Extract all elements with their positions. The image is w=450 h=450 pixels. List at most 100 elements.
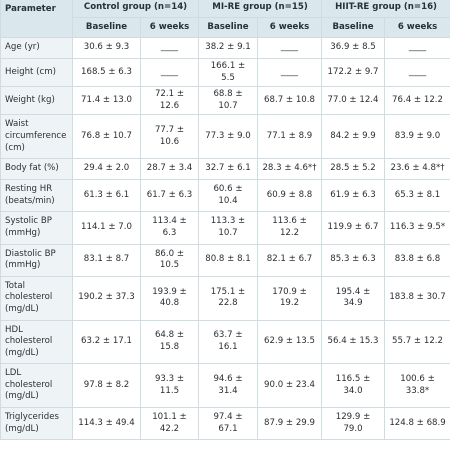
table-cell: 129.9 ± 79.0	[321, 407, 386, 441]
subcolumn-header: 6 weeks	[384, 17, 450, 38]
table-cell: 113.3 ± 10.7	[198, 211, 258, 245]
row-label: LDL cholesterol (mg/dL)	[0, 363, 73, 409]
table-cell: 61.3 ± 6.1	[72, 179, 141, 213]
row-label: HDL cholesterol (mg/dL)	[0, 319, 73, 365]
table-cell: 77.0 ± 12.4	[321, 86, 386, 116]
table-row: Age (yr) 30.6 ± 9.3 ____ 38.2 ± 9.1 ____ 36.9…	[0, 37, 450, 59]
row-label: Resting HR (beats/min)	[0, 179, 73, 213]
table-cell: 36.9 ± 8.5	[321, 37, 386, 59]
table-cell: 166.1 ± 5.5	[198, 57, 258, 88]
table-row: Height (cm) 168.5 ± 6.3 ____ 166.1 ± 5.5 ___…	[0, 57, 450, 88]
table-cell: 175.1 ± 22.8	[198, 275, 258, 321]
table-cell: 77.1 ± 8.9	[256, 114, 323, 160]
table-cell: 113.4 ± 6.3	[140, 211, 199, 245]
table-cell: 119.9 ± 6.7	[321, 211, 386, 245]
table-cell: 65.3 ± 8.1	[384, 179, 450, 213]
table-cell: 29.4 ± 2.0	[72, 158, 141, 181]
table-cell: 84.2 ± 9.9	[321, 114, 386, 160]
table-cell: 83.8 ± 6.8	[384, 243, 450, 277]
table-cell: 195.4 ± 34.9	[321, 275, 386, 321]
table-cell: 28.7 ± 3.4	[140, 158, 199, 181]
subcolumn-header: Baseline	[198, 17, 258, 38]
table-cell: 94.6 ± 31.4	[198, 363, 258, 409]
table-cell: 60.9 ± 8.8	[256, 179, 323, 213]
group-header: MI-RE group (n=15)	[197, 0, 323, 18]
table-cell: 71.4 ± 13.0	[72, 86, 141, 116]
table-row: Body fat (%) 29.4 ± 2.0 28.7 ± 3.4 32.7 ± 6…	[0, 158, 450, 181]
table-cell: 55.7 ± 12.2	[384, 319, 450, 365]
table-row: Total cholesterol (mg/dL) 190.2 ± 37.3 193…	[0, 275, 450, 321]
table-row: HDL cholesterol (mg/dL) 63.2 ± 17.1 64.8 ±…	[0, 319, 450, 365]
subcolumn-header: Baseline	[321, 17, 386, 38]
table-row: Diastolic BP (mmHg) 83.1 ± 8.7 86.0 ± 10.5…	[0, 243, 450, 277]
table-row: Weight (kg) 71.4 ± 13.0 72.1 ± 12.6 68.8 ± …	[0, 86, 450, 116]
table-cell: 100.6 ± 33.8*	[384, 363, 450, 409]
group-header: Control group (n=14)	[72, 0, 199, 18]
table-cell: 64.8 ± 15.8	[140, 319, 199, 365]
row-label: Total cholesterol (mg/dL)	[0, 275, 73, 321]
table-cell: ____	[256, 57, 323, 88]
table-cell: 97.4 ± 67.1	[198, 407, 258, 441]
row-label: Height (cm)	[0, 57, 73, 88]
table-cell: 63.7 ± 16.1	[198, 319, 258, 365]
table-cell: 32.7 ± 6.1	[198, 158, 258, 181]
subcolumn-header: 6 weeks	[140, 17, 199, 38]
table-cell: 68.8 ± 10.7	[198, 86, 258, 116]
table-cell: 114.1 ± 7.0	[72, 211, 141, 245]
table-cell: 62.9 ± 13.5	[256, 319, 323, 365]
row-label: Waist circumference (cm)	[0, 114, 73, 160]
table-header: Parameter Control group (n=14) MI-RE grou…	[0, 0, 450, 38]
table-cell: 68.7 ± 10.8	[256, 86, 323, 116]
table-cell: ____	[384, 37, 450, 59]
table-cell: 101.1 ± 42.2	[140, 407, 199, 441]
table-cell: 30.6 ± 9.3	[72, 37, 141, 59]
table-cell: 116.3 ± 9.5*	[384, 211, 450, 245]
table-row: LDL cholesterol (mg/dL) 97.8 ± 8.2 93.3 ± …	[0, 363, 450, 409]
table-cell: 76.8 ± 10.7	[72, 114, 141, 160]
table-cell: 97.8 ± 8.2	[72, 363, 141, 409]
table-cell: 38.2 ± 9.1	[198, 37, 258, 59]
table-cell: ____	[140, 57, 199, 88]
table-cell: 77.3 ± 9.0	[198, 114, 258, 160]
table-cell: 28.5 ± 5.2	[321, 158, 386, 181]
table-cell: ____	[384, 57, 450, 88]
subcolumn-header: Baseline	[72, 17, 141, 38]
table-cell: 72.1 ± 12.6	[140, 86, 199, 116]
table-row: Systolic BP (mmHg) 114.1 ± 7.0 113.4 ± 6.3…	[0, 211, 450, 245]
row-label: Diastolic BP (mmHg)	[0, 243, 73, 277]
subcolumn-header: 6 weeks	[256, 17, 323, 38]
table-cell: 23.6 ± 4.8*†	[384, 158, 450, 181]
table-cell: 86.0 ± 10.5	[140, 243, 199, 277]
table-cell: 116.5 ± 34.0	[321, 363, 386, 409]
table-cell: 124.8 ± 68.9	[384, 407, 450, 441]
row-label: Body fat (%)	[0, 158, 73, 181]
table-body: Age (yr) 30.6 ± 9.3 ____ 38.2 ± 9.1 ____ 36.9…	[0, 37, 450, 441]
table-cell: 168.5 ± 6.3	[72, 57, 141, 88]
table-cell: ____	[256, 37, 323, 59]
header-row: Parameter Control group (n=14) MI-RE grou…	[0, 0, 450, 38]
row-label: Triglycerides (mg/dL)	[0, 407, 73, 441]
table-cell: 183.8 ± 30.7	[384, 275, 450, 321]
table-cell: 90.0 ± 23.4	[256, 363, 323, 409]
row-label: Weight (kg)	[0, 86, 73, 116]
table-cell: ____	[140, 37, 199, 59]
table-cell: 93.3 ± 11.5	[140, 363, 199, 409]
table-row: Waist circumference (cm) 76.8 ± 10.7 77.7 …	[0, 114, 450, 160]
table-cell: 61.9 ± 6.3	[321, 179, 386, 213]
table-cell: 113.6 ± 12.2	[256, 211, 323, 245]
row-label: Age (yr)	[0, 37, 73, 59]
table-cell: 170.9 ± 19.2	[256, 275, 323, 321]
table-cell: 77.7 ± 10.6	[140, 114, 199, 160]
table-cell: 56.4 ± 15.3	[321, 319, 386, 365]
table-cell: 83.9 ± 9.0	[384, 114, 450, 160]
table-cell: 80.8 ± 8.1	[198, 243, 258, 277]
table-cell: 85.3 ± 6.3	[321, 243, 386, 277]
table-cell: 60.6 ± 10.4	[198, 179, 258, 213]
table-cell: 61.7 ± 6.3	[140, 179, 199, 213]
table-cell: 114.3 ± 49.4	[72, 407, 141, 441]
table-cell: 28.3 ± 4.6*†	[256, 158, 323, 181]
header-cell: Parameter	[0, 0, 73, 38]
table-cell: 87.9 ± 29.9	[256, 407, 323, 441]
